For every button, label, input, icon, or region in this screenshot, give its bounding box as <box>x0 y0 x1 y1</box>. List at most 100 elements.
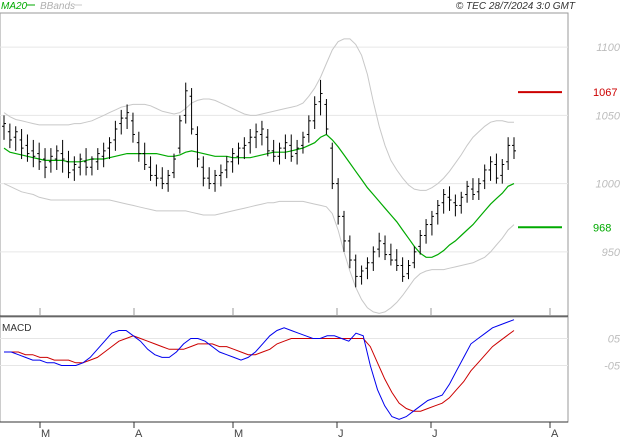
price-bar <box>218 164 223 187</box>
price-bar <box>465 180 470 203</box>
macd-y-axis: 05 -05 <box>604 334 621 373</box>
price-bar <box>424 219 429 244</box>
price-bar <box>412 246 417 269</box>
price-bar <box>189 88 194 135</box>
copyright: © TEC 28/7/2024 3:0 GMT <box>456 1 576 12</box>
price-bar <box>201 156 206 187</box>
legend-ma20: MA20 <box>1 1 28 12</box>
price-bar <box>271 139 276 162</box>
price-bar <box>37 142 42 170</box>
price-bar <box>43 148 48 179</box>
x-tick-label: J <box>338 428 344 440</box>
bband-upper <box>3 38 514 191</box>
macd-lines <box>4 319 515 420</box>
level-label: 968 <box>593 222 611 234</box>
price-bar <box>195 126 200 168</box>
price-bar <box>277 142 282 165</box>
macd-panel <box>0 316 569 423</box>
price-bar <box>482 164 487 190</box>
price-y-tick-label: 1050 <box>596 110 621 122</box>
price-bar <box>224 156 229 179</box>
price-bar <box>31 139 36 168</box>
price-bar <box>254 123 259 149</box>
price-bar <box>72 156 77 181</box>
macd-y-tick-label: -05 <box>604 360 621 372</box>
price-bar <box>388 243 393 266</box>
price-bar <box>177 115 182 154</box>
price-bar <box>148 156 153 181</box>
price-bar <box>429 210 434 236</box>
level-label: 1067 <box>593 87 617 99</box>
price-y-axis: 950 1000 1050 1100 <box>596 42 621 259</box>
price-levels: 1067 968 <box>518 87 617 234</box>
price-bar <box>2 115 6 140</box>
legend: MA20 BBands <box>1 1 82 12</box>
price-bar <box>236 142 241 165</box>
price-bar <box>142 142 147 170</box>
price-bar <box>25 134 30 162</box>
price-bar <box>459 191 464 214</box>
price-bar <box>453 194 458 217</box>
x-tick-label: M <box>234 428 243 440</box>
price-y-tick-label: 1000 <box>596 179 621 191</box>
price-bar <box>506 137 511 170</box>
price-bar <box>183 82 188 124</box>
price-bar <box>371 246 376 271</box>
price-bar <box>13 126 18 151</box>
price-bar <box>125 104 130 130</box>
price-bar <box>394 249 399 271</box>
price-bar <box>136 131 141 162</box>
price-bar <box>494 153 499 184</box>
price-bar <box>265 129 270 157</box>
price-bar <box>48 148 53 173</box>
price-bar <box>336 178 341 225</box>
price-bar <box>160 167 165 190</box>
x-tick-label: A <box>135 428 143 440</box>
price-bar <box>318 79 323 116</box>
bollinger-bands <box>3 38 515 314</box>
price-bar <box>230 148 235 173</box>
x-tick-label: M <box>41 428 50 440</box>
ma20-path <box>3 133 515 258</box>
price-bar <box>406 260 411 280</box>
price-y-tick-label: 950 <box>602 247 621 259</box>
price-bar <box>324 98 329 135</box>
price-bar <box>89 156 94 176</box>
price-bar <box>283 134 288 160</box>
price-bar <box>259 120 264 146</box>
price-bar <box>101 142 106 168</box>
price-bar <box>441 189 446 214</box>
price-bar <box>330 142 335 190</box>
price-bar <box>418 230 423 255</box>
macd-signal-line <box>4 330 515 412</box>
price-bar <box>248 129 253 154</box>
price-bar <box>377 232 382 258</box>
price-bar <box>213 169 218 192</box>
price-bar <box>289 134 294 162</box>
price-bar <box>353 254 358 288</box>
price-bar <box>300 131 305 154</box>
bband-lower <box>3 183 515 314</box>
price-bar <box>207 167 212 190</box>
price-bar <box>113 120 118 151</box>
price-bar <box>312 96 317 130</box>
price-bar <box>19 129 24 160</box>
price-bar <box>166 169 171 192</box>
price-bar <box>488 156 493 181</box>
price-bar <box>500 159 505 184</box>
x-tick-label: J <box>432 428 438 440</box>
price-bar <box>400 257 405 282</box>
legend-bbands: BBands <box>40 1 75 12</box>
price-bar <box>154 164 159 187</box>
price-bar <box>347 235 352 269</box>
macd-title: MACD <box>2 323 31 334</box>
price-bar <box>512 137 516 160</box>
price-bar <box>359 265 364 285</box>
price-bar <box>95 148 100 170</box>
price-bars <box>2 79 516 288</box>
price-bar <box>66 150 71 179</box>
ma20-line <box>3 133 515 258</box>
price-bar <box>60 139 65 173</box>
price-bar <box>342 210 346 252</box>
price-bar <box>84 148 89 176</box>
